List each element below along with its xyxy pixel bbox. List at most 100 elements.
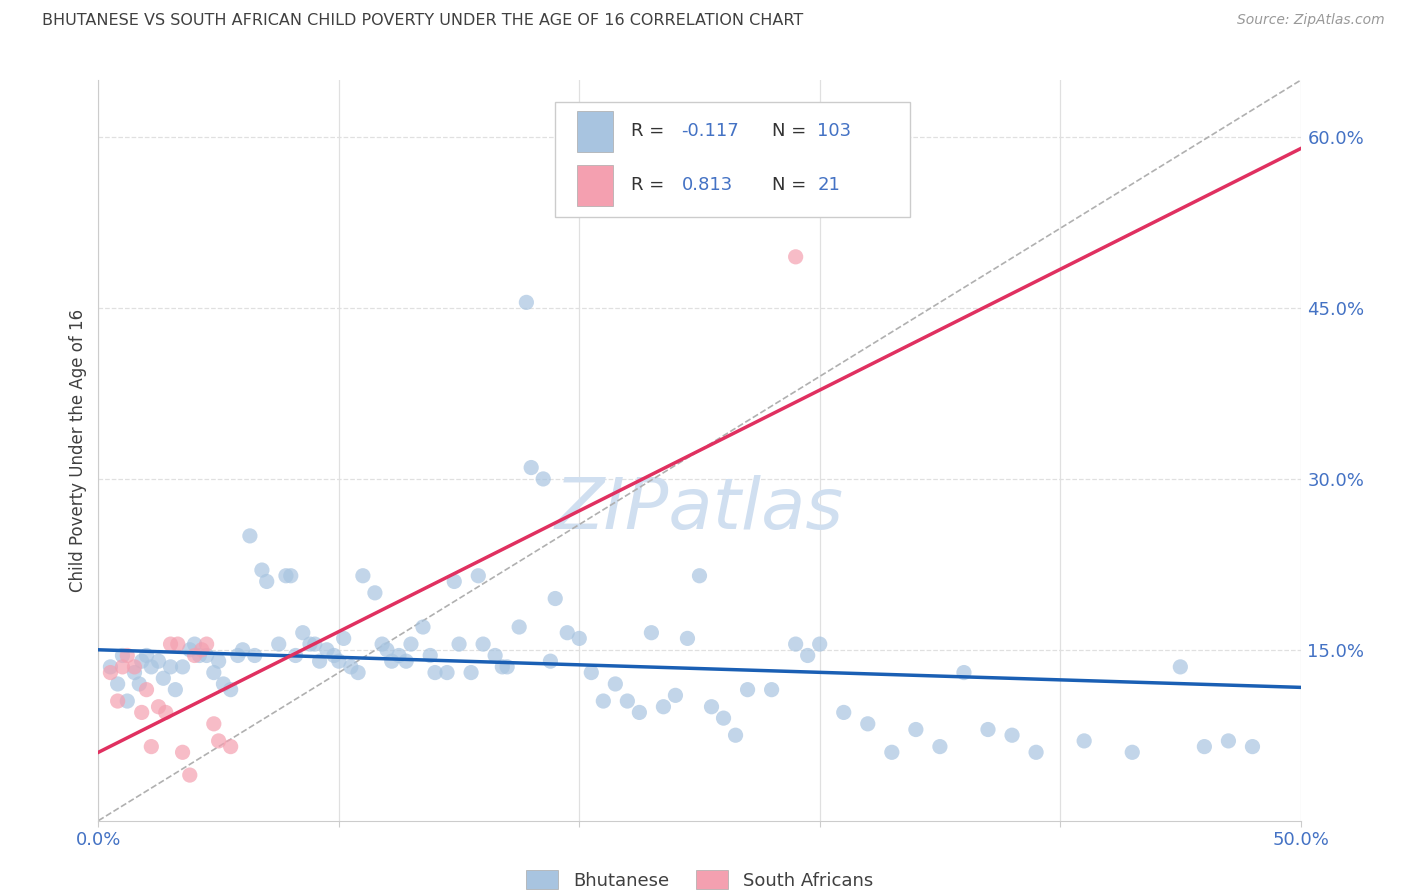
Point xyxy=(219,739,242,754)
Point xyxy=(219,682,242,697)
Text: 103: 103 xyxy=(817,122,852,140)
Point xyxy=(484,648,506,663)
Point xyxy=(538,654,561,668)
Point xyxy=(202,716,225,731)
Point xyxy=(131,654,153,668)
Point xyxy=(124,660,146,674)
Point xyxy=(107,677,129,691)
Text: 0.813: 0.813 xyxy=(682,177,733,194)
Point xyxy=(375,642,398,657)
Point xyxy=(280,568,302,582)
Point xyxy=(555,625,578,640)
Text: Source: ZipAtlas.com: Source: ZipAtlas.com xyxy=(1237,13,1385,28)
Point xyxy=(515,295,537,310)
Point xyxy=(508,620,530,634)
Point xyxy=(904,723,927,737)
Point xyxy=(172,745,194,759)
Point xyxy=(399,637,422,651)
Point xyxy=(135,682,157,697)
Point xyxy=(1121,745,1143,759)
Point xyxy=(202,665,225,680)
Point xyxy=(1241,739,1264,754)
Point xyxy=(117,694,139,708)
Point xyxy=(423,665,446,680)
Point xyxy=(713,711,735,725)
Point xyxy=(436,665,458,680)
Point xyxy=(544,591,567,606)
Text: R =: R = xyxy=(631,122,671,140)
Legend: Bhutanese, South Africans: Bhutanese, South Africans xyxy=(519,863,880,892)
Point xyxy=(172,660,194,674)
Point xyxy=(308,654,330,668)
Point xyxy=(371,637,394,651)
Point xyxy=(135,648,157,663)
Point xyxy=(616,694,638,708)
Point xyxy=(953,665,976,680)
Point xyxy=(212,677,235,691)
Point xyxy=(100,660,122,674)
Point xyxy=(419,648,441,663)
Point xyxy=(388,648,411,663)
Point xyxy=(592,694,614,708)
Point xyxy=(131,706,153,720)
Point xyxy=(467,568,489,582)
Point xyxy=(472,637,495,651)
Point xyxy=(274,568,297,582)
Point xyxy=(239,529,262,543)
Point xyxy=(443,574,465,589)
Point xyxy=(689,568,711,582)
Point xyxy=(179,642,201,657)
Point xyxy=(148,699,170,714)
Point xyxy=(291,625,314,640)
Point xyxy=(267,637,290,651)
Point xyxy=(568,632,591,646)
Point xyxy=(347,665,370,680)
Point xyxy=(700,699,723,714)
Point xyxy=(195,637,218,651)
Point xyxy=(761,682,783,697)
Point xyxy=(605,677,627,691)
Point xyxy=(155,706,177,720)
Point xyxy=(323,648,346,663)
Point xyxy=(141,739,163,754)
Point xyxy=(159,660,181,674)
Text: ZIPatlas: ZIPatlas xyxy=(555,475,844,544)
Text: -0.117: -0.117 xyxy=(682,122,740,140)
Point xyxy=(1218,734,1240,748)
Point xyxy=(352,568,374,582)
Point xyxy=(148,654,170,668)
Point xyxy=(152,671,174,685)
Point xyxy=(232,642,254,657)
Point xyxy=(159,637,181,651)
Point xyxy=(1025,745,1047,759)
Point xyxy=(141,660,163,674)
Point xyxy=(447,637,470,651)
Point xyxy=(165,682,187,697)
Point xyxy=(183,648,205,663)
Point xyxy=(664,689,686,703)
Point xyxy=(785,637,807,651)
Point xyxy=(166,637,188,651)
FancyBboxPatch shape xyxy=(576,112,613,152)
Point xyxy=(340,660,363,674)
Point xyxy=(412,620,434,634)
Point xyxy=(977,723,1000,737)
Point xyxy=(640,625,662,640)
Point xyxy=(328,654,350,668)
Point xyxy=(243,648,266,663)
Point xyxy=(581,665,603,680)
Point xyxy=(195,648,218,663)
Point xyxy=(208,734,231,748)
Text: R =: R = xyxy=(631,177,671,194)
Point xyxy=(520,460,543,475)
Point xyxy=(332,632,354,646)
Point xyxy=(676,632,699,646)
Point xyxy=(315,642,337,657)
Point xyxy=(796,648,818,663)
Point xyxy=(208,654,231,668)
Point xyxy=(304,637,326,651)
Point xyxy=(107,694,129,708)
Point xyxy=(111,660,134,674)
Point xyxy=(808,637,831,651)
Point xyxy=(226,648,249,663)
